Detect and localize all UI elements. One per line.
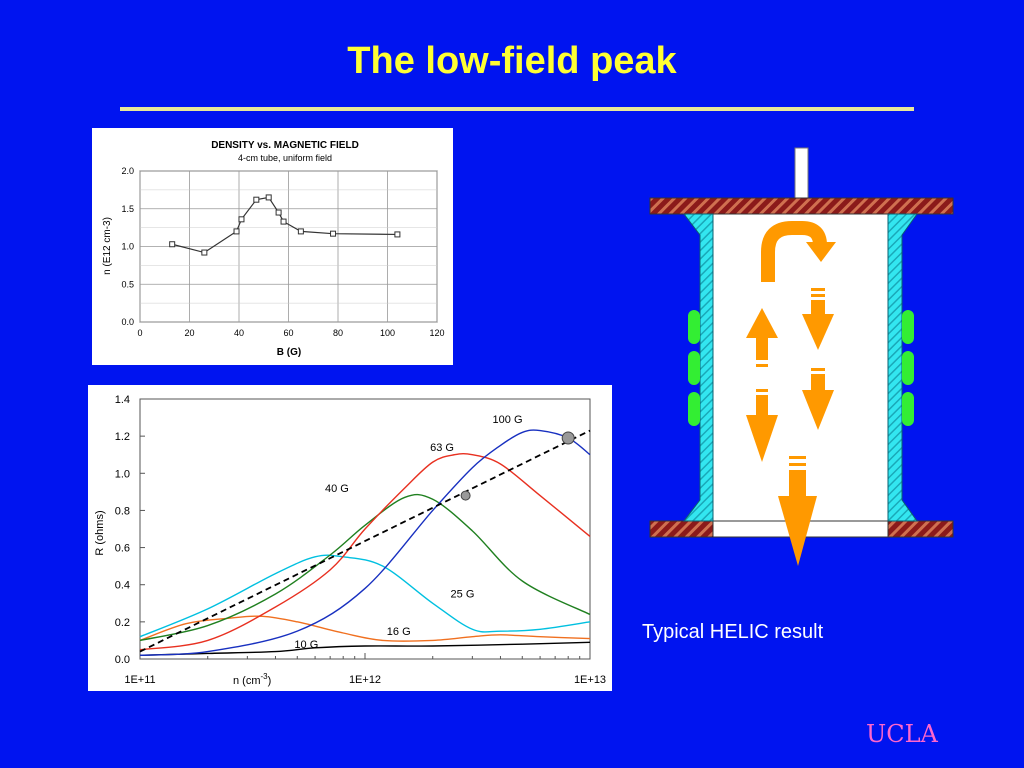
resistance-chart-panel: 0.0 0.2 0.4 0.6 0.8 1.0 1.2 1.4 1E+11 1E+12 1E+13 … — [88, 385, 612, 691]
x-tick-label: 1E+13 — [574, 674, 606, 686]
series-labels: 10 G 16 G 25 G 40 G 63 G 100 G — [294, 414, 522, 651]
antenna-left-1 — [688, 310, 700, 344]
ucla-logo: UCLA — [866, 720, 938, 748]
x-axis-label: n (cm-3) — [233, 672, 271, 687]
data-point — [201, 249, 208, 256]
antenna-right-3 — [902, 392, 914, 426]
density-chart: DENSITY vs. MAGNETIC FIELD 4-cm tube, un… — [102, 140, 445, 358]
down-arrow-1 — [802, 288, 834, 350]
data-point — [394, 231, 401, 238]
y-tick-label: 0.0 — [121, 317, 134, 327]
y-tick-label: 2.0 — [121, 166, 134, 176]
data-point — [330, 230, 337, 237]
y-tick-label: 0.8 — [115, 505, 130, 517]
grid — [139, 170, 438, 323]
series-label: 25 G — [451, 589, 475, 601]
title-underline — [120, 107, 914, 111]
down-arrow-2 — [802, 368, 834, 430]
slide-title: The low-field peak — [347, 40, 677, 82]
series-label: 16 G — [387, 626, 411, 638]
x-tick-label: 1E+12 — [349, 674, 381, 686]
right-wall — [887, 213, 918, 522]
data-point — [265, 194, 272, 201]
y-tick-label: 0.5 — [121, 279, 134, 289]
reflection-arrow — [761, 221, 827, 282]
y-tick-label: 0.4 — [115, 580, 130, 592]
series-line — [139, 429, 591, 656]
data-point — [169, 241, 176, 248]
y-tick-label: 1.0 — [115, 468, 130, 480]
markers — [460, 431, 575, 501]
caption: Typical HELIC result — [642, 621, 824, 643]
y-tick-label: 0.2 — [115, 617, 130, 629]
series-line — [139, 615, 591, 642]
series-line — [139, 493, 591, 642]
data-point — [238, 216, 245, 223]
series-line — [172, 196, 398, 254]
marker-point — [561, 431, 575, 445]
tick-labels: 0 20 40 60 80 100 120 0.0 0.5 1.0 1.5 2.0 — [121, 166, 444, 338]
data-point — [253, 196, 260, 203]
series-line — [139, 641, 591, 656]
series-line — [139, 554, 591, 638]
x-tick-label: 40 — [234, 328, 244, 338]
exit-arrow — [778, 456, 817, 566]
series-label: 100 G — [493, 414, 523, 426]
data-point — [275, 209, 282, 216]
y-tick-label: 1.0 — [121, 242, 134, 252]
density-chart-panel: DENSITY vs. MAGNETIC FIELD 4-cm tube, un… — [92, 128, 453, 365]
series-label: 10 G — [294, 639, 318, 651]
series — [169, 194, 401, 256]
tick-labels: 0.0 0.2 0.4 0.6 0.8 1.0 1.2 1.4 1E+11 1E+12 1E+13 — [115, 394, 606, 686]
y-axis-label: R (ohms) — [94, 510, 106, 555]
y-tick-label: 1.4 — [115, 394, 130, 406]
helicon-schematic — [649, 147, 954, 566]
antenna-left-2 — [688, 351, 700, 385]
antenna-right-1 — [902, 310, 914, 344]
x-tick-label: 80 — [333, 328, 343, 338]
x-axis-label: B (G) — [277, 347, 301, 358]
x-tick-label: 1E+11 — [124, 674, 155, 686]
chart-title: DENSITY vs. MAGNETIC FIELD — [211, 140, 359, 151]
chart-subtitle: 4-cm tube, uniform field — [238, 153, 332, 163]
y-tick-label: 1.5 — [121, 204, 134, 214]
x-tick-label: 0 — [137, 328, 142, 338]
y-tick-label: 0.0 — [115, 654, 130, 666]
x-tick-label: 100 — [380, 328, 395, 338]
y-axis-label: n (E12 cm-3) — [102, 217, 113, 275]
left-wall — [682, 213, 714, 522]
x-tick-label: 20 — [184, 328, 194, 338]
bidirectional-arrow — [746, 308, 778, 462]
x-tick-label: 120 — [429, 328, 444, 338]
series-label: 63 G — [430, 442, 454, 454]
antenna-right-2 — [902, 351, 914, 385]
antenna-left-3 — [688, 392, 700, 426]
data-point — [297, 228, 304, 235]
data-point — [233, 228, 240, 235]
series-line — [139, 452, 591, 651]
series — [139, 429, 591, 656]
top-flange — [649, 197, 954, 215]
tube-interior — [713, 214, 888, 521]
y-tick-label: 1.2 — [115, 431, 130, 443]
fit-line — [139, 429, 591, 653]
data-point — [280, 218, 287, 225]
series-label: 40 G — [325, 483, 349, 495]
y-tick-label: 0.6 — [115, 543, 130, 555]
x-tick-label: 60 — [283, 328, 293, 338]
resistance-chart: 0.00.20.40.60.81.01.21.41E+11 1E+12 1E+13 … — [94, 394, 606, 687]
marker-point — [460, 490, 471, 501]
axes — [139, 398, 591, 660]
